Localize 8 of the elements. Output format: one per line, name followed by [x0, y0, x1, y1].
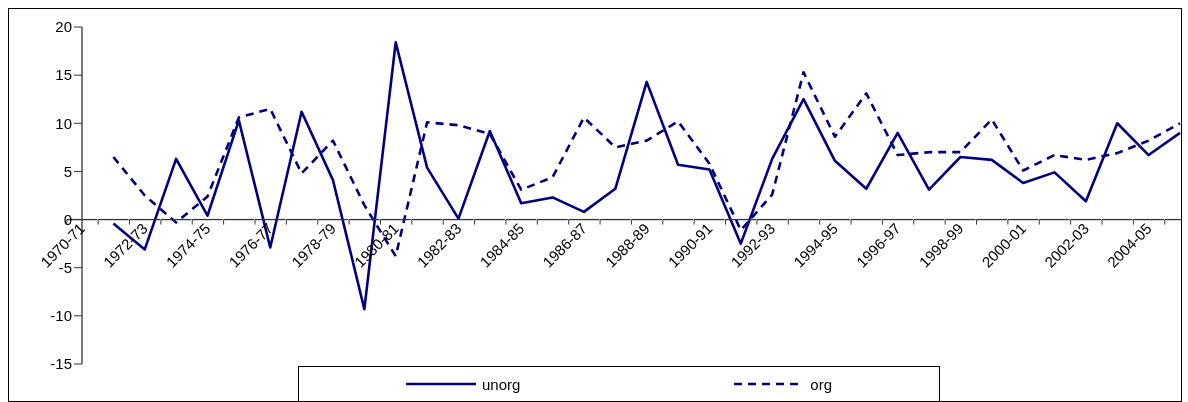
y-tick-label: -10: [50, 307, 72, 325]
legend-label: org: [810, 375, 833, 393]
y-tick-label: 10: [55, 114, 72, 132]
y-tick-label: -15: [50, 355, 72, 373]
y-tick-label: 5: [63, 162, 72, 180]
legend-label: unorg: [481, 375, 521, 393]
y-tick-label: 15: [55, 66, 72, 84]
y-tick-label: 20: [55, 18, 72, 36]
